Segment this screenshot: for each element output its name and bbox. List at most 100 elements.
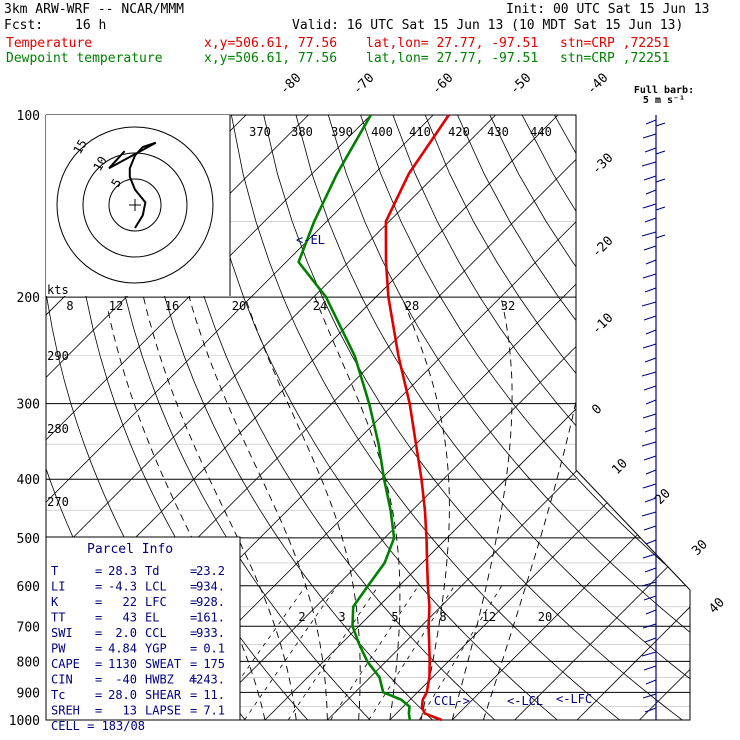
parcel-param-name: LI (51, 580, 65, 594)
parcel-param-eq: = (95, 688, 102, 702)
mixing-ratio-label: 2 (298, 610, 305, 624)
wind-barb (641, 581, 657, 587)
parcel-param-name: EL (145, 611, 159, 625)
parcel-param-value: -4.3 (108, 580, 137, 594)
parcel-param-eq: = (190, 580, 197, 594)
parcel-param-value: -40 (115, 673, 137, 687)
fcst-value: 16 h (75, 18, 107, 33)
parcel-param-name: CAPE (51, 657, 80, 671)
isotherm-line (576, 115, 690, 720)
parcel-param-name: T (51, 564, 58, 578)
dry-adiabat-line (198, 115, 558, 720)
dry-adiabat-line (424, 115, 690, 720)
mixing-ratio-line (287, 585, 379, 720)
dewpoint-legend-label: Dewpoint temperature (6, 51, 163, 66)
parcel-param-eq: = (190, 657, 197, 671)
wind-barb (643, 455, 657, 461)
isotherm-scale-label: 12 (109, 299, 123, 313)
parcel-param-value: 934. (196, 580, 225, 594)
wind-barb (655, 206, 666, 211)
wind-barb (644, 357, 657, 363)
parcel-param-name: SHEAR (145, 688, 182, 702)
dewpoint-station: stn=CRP ,72251 (560, 51, 670, 66)
wind-barb (645, 539, 657, 545)
isobar-label: 900 (17, 686, 40, 701)
wind-barb (645, 259, 657, 265)
moist-adiabat-line (244, 296, 361, 720)
isobar-label: 500 (17, 532, 40, 547)
dry-adiabat-line (586, 115, 690, 720)
isobar-label: 100 (17, 109, 40, 124)
parcel-param-name: Tc (51, 688, 65, 702)
temperature-latlon: lat,lon= 27.77, -97.51 (366, 36, 539, 51)
parcel-param-value: 43 (123, 611, 137, 625)
wind-barb (642, 623, 657, 629)
dry-adiabat-line (295, 115, 690, 720)
isotherm-scale-label: 32 (501, 299, 515, 313)
wind-barb (641, 371, 657, 377)
wind-barb (655, 122, 666, 127)
parcel-param-eq: = (95, 657, 102, 671)
hodograph-ring (56, 126, 214, 284)
isotherm-line (451, 115, 690, 720)
parcel-param-eq: = (190, 595, 197, 609)
isotherm-line (46, 115, 496, 720)
parcel-param-name: HWBZ (145, 673, 174, 687)
moist-adiabat-line (107, 309, 266, 720)
parcel-param-name: TT (51, 611, 65, 625)
isobar-label: 400 (17, 473, 40, 488)
wind-barb (643, 595, 657, 601)
parcel-param-value: 2.0 (115, 626, 137, 640)
parcel-param-value: 933. (196, 626, 225, 640)
theta-label: 410 (409, 125, 431, 139)
dewpoint-profile (297, 114, 412, 721)
isotherm-line (514, 115, 690, 720)
isotherm-label: 30 (689, 537, 711, 559)
mixing-ratio-label: 12 (482, 610, 496, 624)
parcel-param-eq: = (95, 626, 102, 640)
wind-barb (655, 178, 666, 183)
hodograph-units-label: kts (47, 283, 69, 297)
level-marker-label: <-LFC (556, 692, 592, 706)
theta-label: 370 (249, 125, 271, 139)
wind-barb (644, 217, 657, 223)
temperature-xy: x,y=506.61, 77.56 (204, 36, 338, 51)
parcel-info-box (45, 536, 241, 721)
theta-label: 270 (47, 495, 69, 509)
parcel-param-name: Td (145, 564, 159, 578)
isotherm-line (264, 115, 690, 720)
wind-barb (645, 329, 657, 335)
isotherm-line (46, 115, 372, 720)
temperature-legend-label: Temperature (6, 36, 93, 51)
parcel-param-value: 11. (203, 688, 225, 702)
parcel-param-name: SREH (51, 704, 80, 718)
mixing-ratio-line (330, 585, 419, 720)
mixing-ratio-label: 20 (538, 610, 552, 624)
wind-barb (644, 147, 657, 153)
isotherm-label: 40 (706, 595, 728, 617)
isotherm-label: -60 (429, 71, 456, 98)
fcst-label: Fcst: (4, 18, 44, 33)
parcel-param-eq: = (190, 626, 197, 640)
dry-adiabat-line (360, 115, 690, 720)
isobar-label: 300 (17, 398, 40, 413)
temperature-profile (384, 114, 450, 722)
dry-adiabat-line (327, 115, 690, 720)
isotherm-scale-label: 28 (405, 299, 419, 313)
dry-adiabat-line (618, 115, 690, 720)
wind-barb (643, 525, 657, 531)
wind-barb (644, 287, 657, 293)
isotherm-label: -20 (589, 234, 616, 261)
isotherm-label: 0 (589, 402, 605, 418)
wind-barb (641, 301, 657, 307)
parcel-param-eq: = (95, 673, 102, 687)
parcel-param-value: 13 (123, 704, 137, 718)
isotherm-line (46, 115, 434, 720)
parcel-param-name: SWEAT (145, 657, 181, 671)
parcel-param-name: CCL (145, 626, 167, 640)
wind-barb (642, 693, 657, 699)
parcel-param-eq: = (190, 611, 197, 625)
isobar-label: 800 (17, 655, 40, 670)
parcel-param-name: K (51, 595, 59, 609)
